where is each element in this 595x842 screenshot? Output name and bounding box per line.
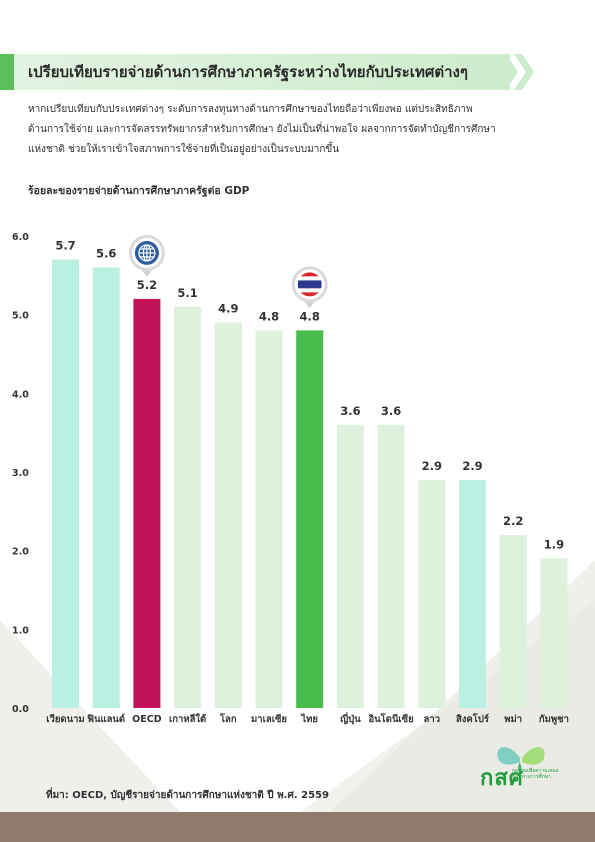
chart-title: ร้อยละของรายจ่ายด้านการศึกษาภาครัฐต่อ GD… [28, 185, 250, 197]
bar [133, 298, 161, 708]
x-tick-label: ญี่ปุ่น [340, 711, 361, 725]
source-note: ที่มา: OECD, บัญชีรายจ่ายด้านการศึกษาแห่… [46, 790, 329, 801]
intro-line: แห่งชาติ ช่วยให้เราเข้าใจสภาพการใช้จ่ายท… [28, 144, 340, 155]
data-label: 5.1 [177, 286, 197, 300]
data-label: 2.2 [503, 514, 523, 528]
data-label: 4.9 [218, 302, 238, 316]
y-tick-label: 4.0 [12, 389, 29, 400]
bar [296, 330, 324, 708]
bar [174, 306, 202, 708]
bar [540, 558, 568, 708]
data-label: 2.9 [462, 459, 482, 473]
x-tick-label: ลาว [424, 714, 441, 725]
bar [214, 322, 242, 708]
x-tick-label: สิงคโปร์ [456, 713, 490, 725]
x-tick-label: เวียดนาม [46, 713, 84, 725]
bar [52, 259, 79, 708]
footer-bar [0, 812, 595, 842]
data-label: 4.8 [300, 309, 320, 323]
y-tick-label: 1.0 [12, 625, 29, 636]
x-tick-label: พม่า [504, 714, 522, 725]
intro-text: หากเปรียบเทียบกับประเทศต่างๆ ระดับการลงท… [28, 100, 573, 160]
x-tick-label: ไทย [300, 713, 318, 725]
x-tick-label: โลก [219, 713, 237, 725]
x-tick-label: อินโดนีเซีย [368, 713, 414, 725]
globe-icon [128, 234, 165, 277]
title-accent [0, 54, 14, 90]
data-label: 5.7 [55, 239, 75, 253]
bar [418, 479, 446, 708]
bar-chart: 0.0 1.0 2.0 3.0 4.0 5.0 6.0 5.7 เวียดนาม 5.6 ฟินแล… [12, 232, 569, 726]
title-band [0, 54, 510, 90]
title-stripes [482, 54, 534, 90]
x-tick-label: OECD [132, 714, 162, 725]
y-tick-label: 2.0 [12, 547, 29, 558]
data-label: 5.6 [96, 246, 116, 260]
bar [255, 330, 283, 708]
bar [377, 424, 405, 708]
x-tick-label: ฟินแลนด์ [87, 713, 125, 725]
data-label: 5.2 [137, 278, 157, 292]
x-tick-label: กัมพูชา [539, 714, 569, 726]
bar [92, 267, 120, 708]
intro-line: ด้านการใช้จ่าย และการจัดสรรทรัพยากรสำหรั… [28, 124, 496, 135]
bar [459, 479, 486, 708]
thai-flag-icon [291, 266, 328, 309]
data-label: 3.6 [381, 404, 401, 418]
bar [336, 424, 364, 708]
y-tick-label: 0.0 [12, 704, 29, 715]
y-tick-label: 6.0 [12, 232, 29, 243]
x-tick-label: เกาหลีใต้ [169, 713, 206, 725]
logo-subtext: กองทุนเพื่อความเสมอภาคทางการศึกษา [512, 768, 559, 780]
data-label: 4.8 [259, 309, 279, 323]
y-tick-label: 5.0 [12, 311, 29, 322]
y-tick-label: 3.0 [12, 468, 29, 479]
data-label: 3.6 [340, 404, 360, 418]
logo-text: กสศ [480, 766, 524, 791]
bar [499, 534, 527, 708]
data-label: 1.9 [544, 538, 564, 552]
x-tick-label: มาเลเซีย [251, 713, 287, 725]
page-title: เปรียบเทียบรายจ่ายด้านการศึกษาภาครัฐระหว… [28, 63, 468, 81]
intro-line: หากเปรียบเทียบกับประเทศต่างๆ ระดับการลงท… [28, 104, 473, 115]
logo-butterfly-icon [497, 747, 545, 772]
data-label: 2.9 [422, 459, 442, 473]
